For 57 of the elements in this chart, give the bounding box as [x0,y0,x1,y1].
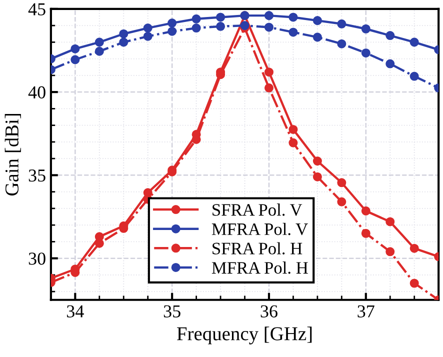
point [386,247,395,256]
legend-label: MFRA Pol. H [212,262,308,274]
point [361,24,370,34]
point [386,59,395,68]
legend-label: MFRA Pol. V [212,222,308,236]
point [143,24,152,33]
y-tick-label: 40 [28,86,46,98]
point [70,55,80,64]
point [337,178,346,188]
point [361,228,370,238]
point [288,138,298,148]
point [216,22,226,31]
point [264,83,274,92]
point [410,38,419,47]
legend-label: SFRA Pol. V [212,204,302,216]
point [168,26,177,36]
point [312,172,322,182]
point [192,14,201,24]
x-tick-label: 35 [164,305,180,318]
point [410,244,419,253]
x-tick-label: 34 [67,305,84,318]
point [264,22,274,32]
point [337,19,346,28]
point [70,44,80,54]
point [361,206,370,216]
point [264,68,274,77]
point [361,48,370,58]
point [410,72,419,81]
y-tick-label: 45 [28,3,46,16]
point [386,31,395,40]
point [168,18,177,28]
x-axis-title: Frequency [GHz] [177,326,312,344]
point [119,38,128,47]
point [337,197,346,206]
point [119,29,128,38]
point [216,12,226,22]
x-tick-label: 37 [358,305,374,318]
point [143,32,152,41]
point [337,39,346,48]
point [94,46,104,56]
point [192,24,201,33]
y-axis-title: Gain [dBi] [4,114,21,196]
point [312,32,322,42]
point [312,156,322,166]
x-tick-label: 36 [260,305,278,318]
point [240,21,250,30]
point [288,28,298,37]
point [288,124,298,134]
point [264,11,274,20]
point [288,12,298,22]
point [312,16,322,26]
point [410,278,419,288]
y-tick-label: 30 [28,252,46,265]
point [386,217,395,226]
point [94,38,104,47]
legend-label: SFRA Pol. H [212,242,302,254]
y-tick-label: 35 [28,169,46,182]
